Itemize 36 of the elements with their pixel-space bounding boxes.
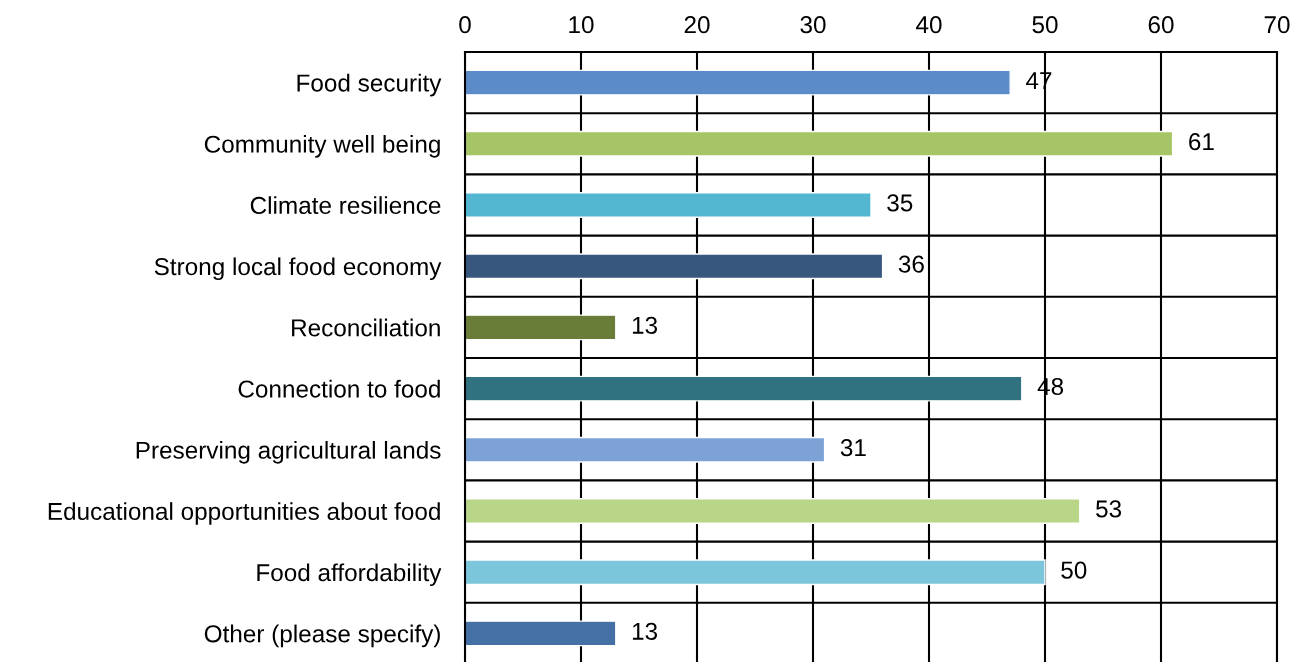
bar — [465, 375, 1023, 402]
x-tick-label: 20 — [684, 16, 710, 34]
y-tick-label: Food security — [297, 73, 442, 97]
y-tick-label: Educational opportunities about food — [48, 502, 440, 525]
y-tick-label: Other (please specify) — [204, 624, 440, 648]
x-tick-label: 10 — [569, 16, 594, 34]
data-label: 35 — [887, 194, 913, 212]
y-tick-label: Reconciliation — [292, 318, 440, 337]
y-tick-label: Strong local food economy — [154, 257, 442, 281]
bar — [465, 559, 1046, 586]
bar — [465, 253, 884, 280]
x-tick-label: 30 — [800, 16, 826, 34]
y-tick-label: Connection to food — [238, 379, 440, 398]
x-tick-label: 0 — [459, 16, 471, 34]
data-label: 31 — [840, 439, 866, 457]
bar — [465, 130, 1174, 157]
y-tick-label: Community well being — [204, 134, 440, 158]
data-label: 50 — [1061, 561, 1087, 579]
y-tick-label: Climate resilience — [250, 196, 441, 215]
data-label: 61 — [1189, 133, 1214, 151]
data-label: 13 — [632, 622, 658, 640]
bar — [465, 69, 1011, 96]
data-label: 53 — [1096, 500, 1122, 518]
bar — [465, 436, 826, 463]
bar — [465, 314, 617, 341]
y-tick-label: Food affordability — [257, 563, 442, 587]
y-tick-label: Preserving agricultural lands — [136, 440, 441, 464]
bar — [465, 192, 872, 218]
x-tick-label: 60 — [1148, 16, 1174, 34]
data-label: 13 — [632, 316, 658, 334]
bar — [465, 620, 617, 647]
bar — [465, 498, 1081, 524]
x-tick-label: 40 — [916, 16, 942, 34]
data-label: 36 — [898, 255, 924, 273]
x-tick-label: 70 — [1264, 16, 1290, 34]
x-tick-label: 50 — [1032, 16, 1058, 34]
